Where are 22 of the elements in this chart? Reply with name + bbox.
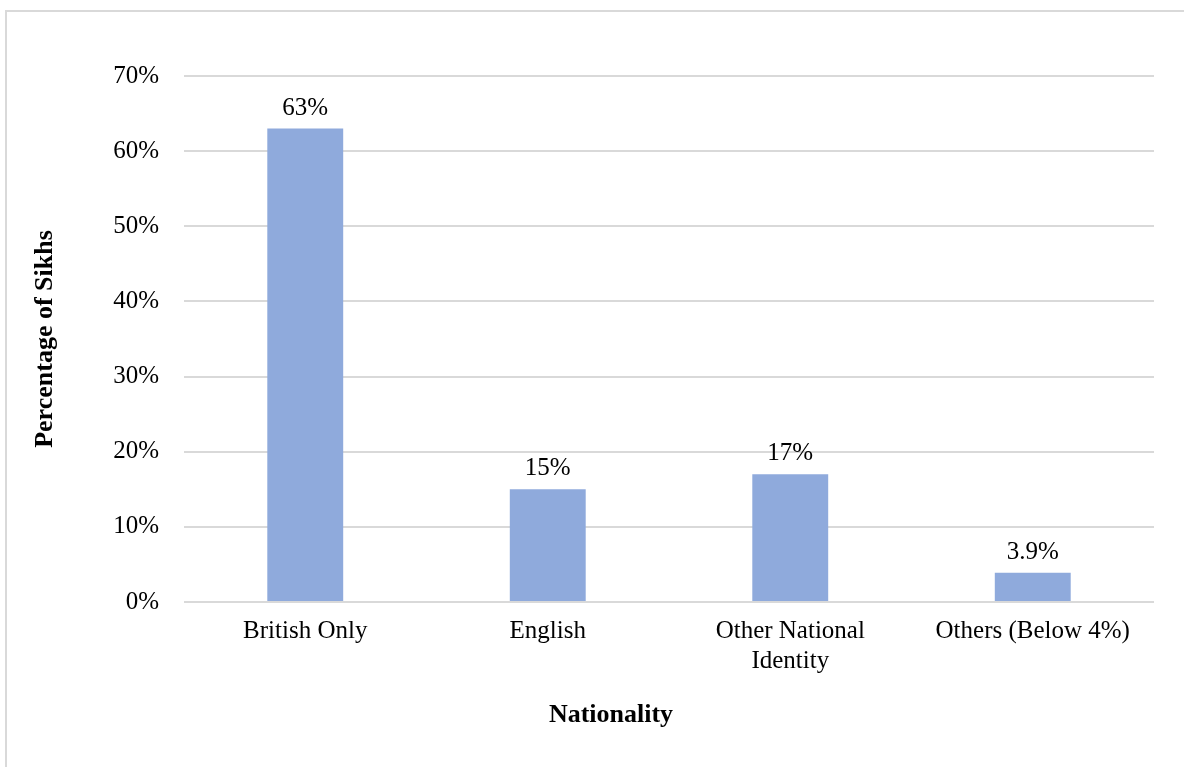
data-label: 17%	[767, 438, 814, 466]
y-tick-label: 60%	[113, 135, 159, 163]
y-tick-label: 30%	[113, 361, 159, 389]
x-tick-label: English	[509, 615, 587, 643]
x-tick-label: Other National Identity	[715, 615, 865, 673]
y-axis-title: Percentage of Sikhs	[29, 230, 59, 448]
data-label: 63%	[282, 92, 329, 120]
y-tick-label: 20%	[113, 436, 159, 464]
bar	[267, 128, 344, 601]
y-tick-label: 40%	[113, 285, 159, 313]
y-tick-label: 0%	[125, 586, 159, 614]
y-tick-label: 10%	[113, 511, 159, 539]
y-tick-label: 70%	[113, 60, 159, 88]
data-label: 3.9%	[1006, 536, 1059, 564]
x-axis-title: Nationality	[548, 698, 674, 728]
x-tick-label: Others (Below 4%)	[935, 615, 1130, 644]
bar	[752, 474, 829, 601]
y-tick-label: 50%	[113, 210, 159, 238]
bar	[994, 572, 1071, 601]
data-label: 15%	[524, 453, 571, 481]
x-tick-label: British Only	[243, 615, 368, 643]
bar	[509, 489, 586, 601]
